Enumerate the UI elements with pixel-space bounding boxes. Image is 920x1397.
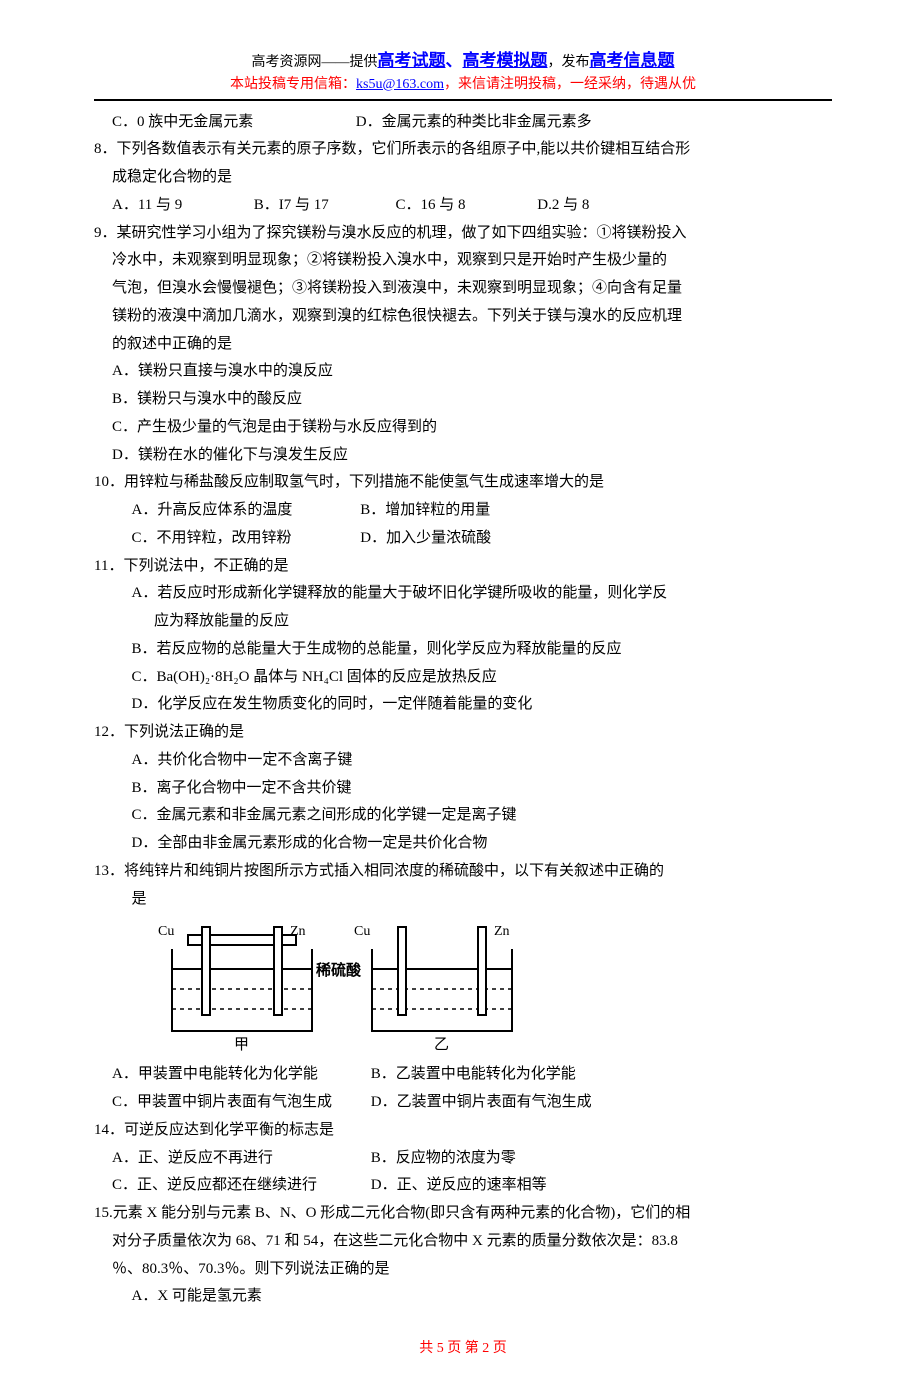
- fig-zn-1: Zn: [290, 924, 306, 939]
- q8-optB: B．I7 与 17: [254, 192, 392, 220]
- q14-optA: A．正、逆反应不再进行: [112, 1145, 367, 1173]
- q9-stem1: 9．某研究性学习小组为了探究镁粉与溴水反应的机理，做了如下四组实验：①将镁粉投入: [94, 220, 832, 248]
- q12-optA: A．共价化合物中一定不含离子键: [94, 747, 832, 775]
- content-body: C．0 族中无金属元素 D．金属元素的种类比非金属元素多 8．下列各数值表示有关…: [94, 109, 832, 1312]
- q9-optC: C．产生极少量的气泡是由于镁粉与水反应得到的: [94, 414, 832, 442]
- q8-optC: C．16 与 8: [396, 192, 534, 220]
- q10-optC: C．不用锌粒，改用锌粉: [132, 525, 357, 553]
- fig-cu-2: Cu: [354, 924, 370, 939]
- q11-optA1: A．若反应时形成新化学键释放的能量大于破坏旧化学键所吸收的能量，则化学反: [94, 580, 832, 608]
- q9-optD: D．镁粉在水的催化下与溴发生反应: [94, 442, 832, 470]
- q13-optD: D．乙装置中铜片表面有气泡生成: [371, 1089, 592, 1117]
- q9-optA: A．镁粉只直接与溴水中的溴反应: [94, 358, 832, 386]
- q8-options: A．11 与 9 B．I7 与 17 C．16 与 8 D.2 与 8: [94, 192, 832, 220]
- q13-optA: A．甲装置中电能转化为化学能: [112, 1061, 367, 1089]
- q14-optC: C．正、逆反应都还在继续进行: [112, 1172, 367, 1200]
- q8-stem2: 成稳定化合物的是: [94, 164, 832, 192]
- header-divider: [94, 99, 832, 101]
- q10-optD: D．加入少量浓硫酸: [360, 525, 491, 553]
- q15-stem2: 对分子质量依次为 68、71 和 54，在这些二元化合物中 X 元素的质量分数依…: [94, 1228, 832, 1256]
- mail-link[interactable]: ks5u@163.com: [356, 77, 444, 92]
- q8-stem1: 8．下列各数值表示有关元素的原子序数，它们所表示的各组原子中,能以共价键相互结合…: [94, 136, 832, 164]
- q10-stem: 10．用锌粒与稀盐酸反应制取氢气时，下列措施不能使氢气生成速率增大的是: [94, 469, 832, 497]
- mail-post: ，来信请注明投稿，一经采纳，待遇从优: [444, 77, 696, 92]
- fig-jia: 甲: [234, 1037, 249, 1053]
- q8-optD: D.2 与 8: [537, 192, 589, 220]
- header-pre: 高考资源网——提供: [252, 55, 378, 70]
- header-mid: ，发布: [548, 55, 590, 70]
- fig-zn-2: Zn: [494, 924, 510, 939]
- q8-optA: A．11 与 9: [112, 192, 250, 220]
- q13-optC: C．甲装置中铜片表面有气泡生成: [112, 1089, 367, 1117]
- q9-stem3: 气泡，但溴水会慢慢褪色；③将镁粉投入到液溴中，未观察到明显现象；④向含有足量: [94, 275, 832, 303]
- link-moniti[interactable]: 高考模拟题: [463, 51, 548, 70]
- q11-optC: C．Ba(OH)₂·8H₂O 晶体与 NH₄Cl 固体的反应是放热反应: [94, 664, 832, 692]
- page-footer: 共 5 页 第 2 页: [94, 1337, 832, 1357]
- q9-stem5: 的叙述中正确的是: [94, 331, 832, 359]
- q12-optD: D．全部由非金属元素形成的化合物一定是共价化合物: [94, 830, 832, 858]
- q15-stem3: ％、80.3％、70.3％。则下列说法正确的是: [94, 1256, 832, 1284]
- q14-row2: C．正、逆反应都还在继续进行 D．正、逆反应的速率相等: [94, 1172, 832, 1200]
- sep: 、: [446, 51, 463, 70]
- fig-acid: 稀硫酸: [316, 961, 362, 979]
- q9-stem2: 冷水中，未观察到明显现象；②将镁粉投入溴水中，观察到只是开始时产生极少量的: [94, 247, 832, 275]
- q9-optB: B．镁粉只与溴水中的酸反应: [94, 386, 832, 414]
- q15-optA: A．X 可能是氢元素: [94, 1283, 832, 1311]
- q12-optC: C．金属元素和非金属元素之间形成的化学键一定是离子键: [94, 802, 832, 830]
- fig-cu-1: Cu: [158, 924, 174, 939]
- q11-optA2: 应为释放能量的反应: [94, 608, 832, 636]
- q9-stem4: 镁粉的液溴中滴加几滴水，观察到溴的红棕色很快褪去。下列关于镁与溴水的反应机理: [94, 303, 832, 331]
- q14-stem: 14．可逆反应达到化学平衡的标志是: [94, 1117, 832, 1145]
- q7-optD: D．金属元素的种类比非金属元素多: [356, 109, 592, 137]
- q14-optB: B．反应物的浓度为零: [371, 1145, 516, 1173]
- q15-stem1: 15.元素 X 能分别与元素 B、N、O 形成二元化合物(即只含有两种元素的化合…: [94, 1200, 832, 1228]
- mail-pre: 本站投稿专用信箱：: [230, 77, 356, 92]
- q14-row1: A．正、逆反应不再进行 B．反应物的浓度为零: [94, 1145, 832, 1173]
- q11-stem: 11．下列说法中，不正确的是: [94, 553, 832, 581]
- q13-stem2: 是: [94, 886, 832, 914]
- q11-optB: B．若反应物的总能量大于生成物的总能量，则化学反应为释放能量的反应: [94, 636, 832, 664]
- q10-row2: C．不用锌粒，改用锌粉 D．加入少量浓硫酸: [94, 525, 832, 553]
- q13-optB: B．乙装置中电能转化为化学能: [371, 1061, 576, 1089]
- q13-stem1: 13．将纯锌片和纯铜片按图所示方式插入相同浓度的稀硫酸中，以下有关叙述中正确的: [94, 858, 832, 886]
- q7-options: C．0 族中无金属元素 D．金属元素的种类比非金属元素多: [94, 109, 832, 137]
- q10-optB: B．增加锌粒的用量: [360, 497, 490, 525]
- q10-optA: A．升高反应体系的温度: [132, 497, 357, 525]
- q11-optD: D．化学反应在发生物质变化的同时，一定伴随着能量的变化: [94, 691, 832, 719]
- fig-yi: 乙: [434, 1037, 449, 1053]
- q14-optD: D．正、逆反应的速率相等: [371, 1172, 547, 1200]
- link-shiti[interactable]: 高考试题: [378, 51, 446, 70]
- q13-row1: A．甲装置中电能转化为化学能 B．乙装置中电能转化为化学能: [94, 1061, 832, 1089]
- q13-row2: C．甲装置中铜片表面有气泡生成 D．乙装置中铜片表面有气泡生成: [94, 1089, 832, 1117]
- q7-optC: C．0 族中无金属元素: [112, 109, 352, 137]
- link-xinxiti[interactable]: 高考信息题: [590, 51, 675, 70]
- q12-stem: 12．下列说法正确的是: [94, 719, 832, 747]
- q12-optB: B．离子化合物中一定不含共价键: [94, 775, 832, 803]
- q13-figure: Cu Zn 甲 稀硫酸 Cu Zn 乙: [94, 913, 832, 1061]
- q10-row1: A．升高反应体系的温度 B．增加锌粒的用量: [94, 497, 832, 525]
- page-header: 高考资源网——提供高考试题、高考模拟题，发布高考信息题 本站投稿专用信箱：ks5…: [94, 48, 832, 95]
